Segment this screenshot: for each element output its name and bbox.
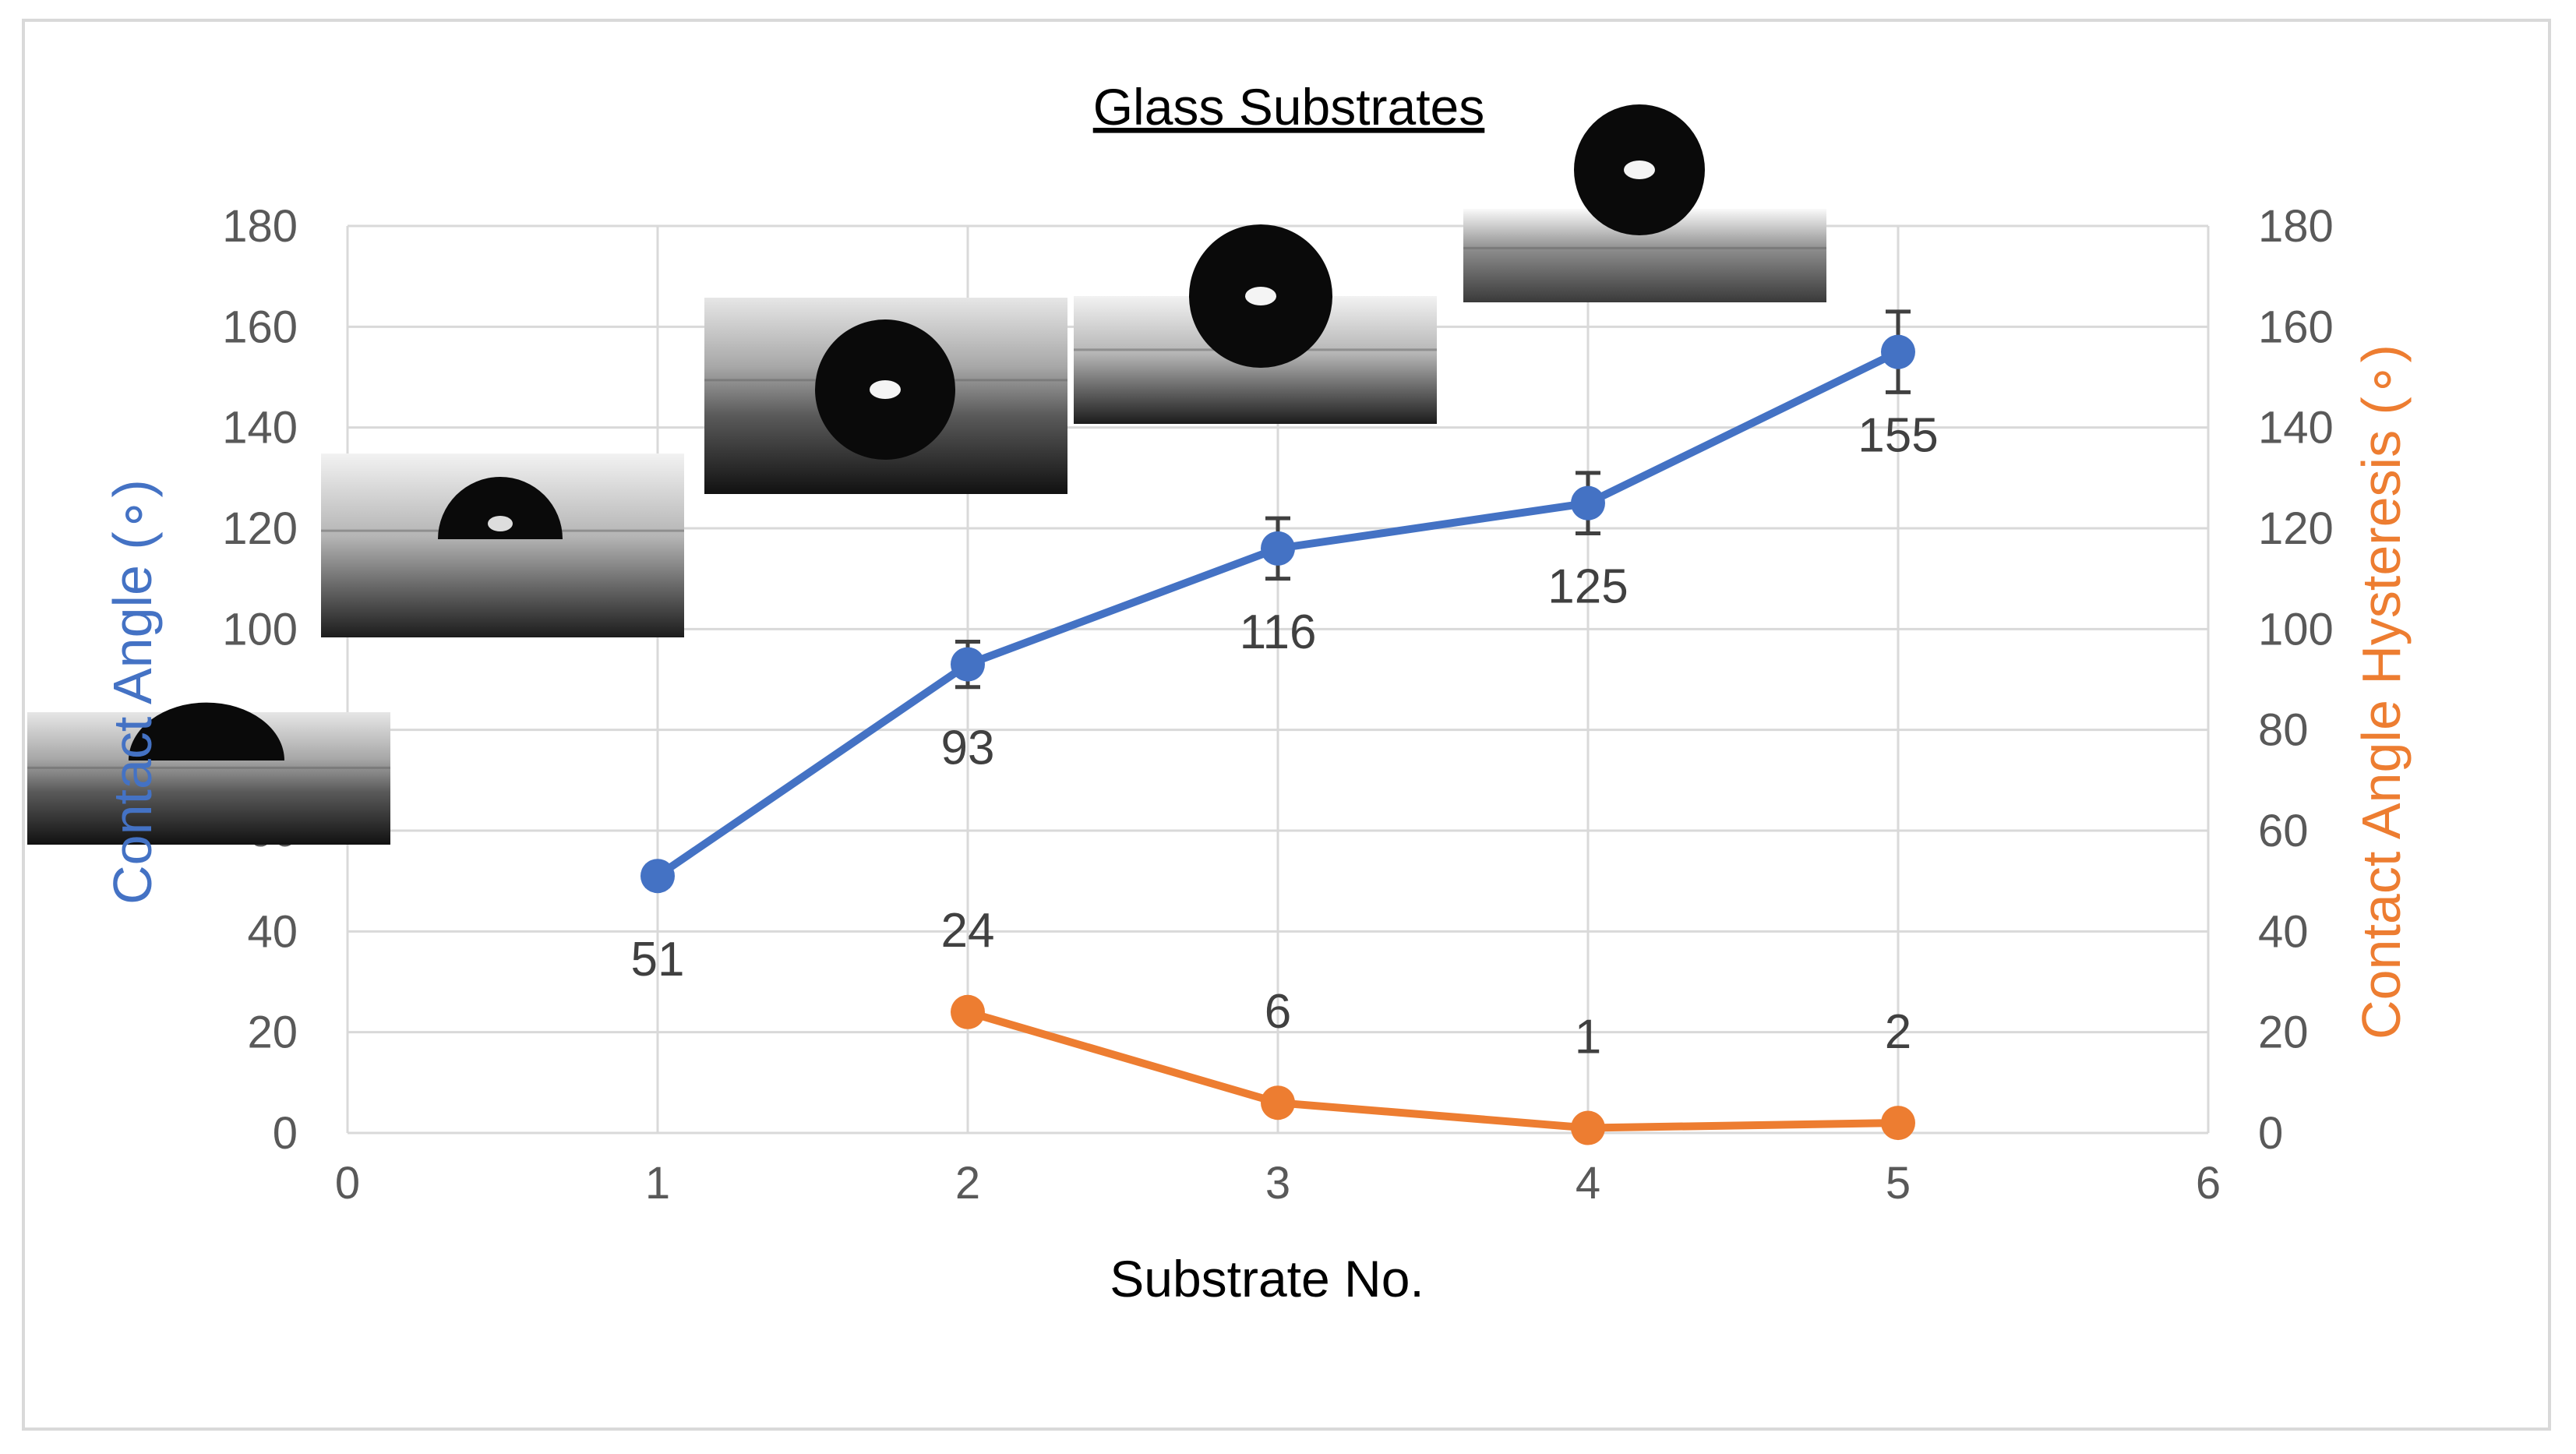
series-layer [640, 309, 1915, 1145]
hysteresis-point [1571, 1110, 1605, 1145]
chart-title: Glass Substrates [1093, 78, 1485, 136]
droplet-photo [27, 702, 390, 845]
hysteresis-label: 2 [1885, 1005, 1911, 1059]
hysteresis-point [1881, 1106, 1915, 1141]
hysteresis-point [1261, 1085, 1295, 1120]
y-tick-label-right: 160 [2258, 302, 2334, 352]
droplet [438, 477, 563, 539]
droplet-photo [321, 453, 684, 637]
contact-angle-label: 125 [1547, 560, 1628, 614]
y-tick-label-left: 100 [222, 604, 298, 655]
contact-angle-point [640, 859, 675, 894]
x-tick-label: 6 [2196, 1158, 2221, 1209]
y-tick-label-left: 160 [222, 302, 298, 352]
hysteresis-label: 1 [1575, 1011, 1601, 1064]
droplet-photo [704, 298, 1067, 494]
y-tick-label-right: 0 [2258, 1108, 2283, 1159]
hysteresis-label: 6 [1265, 985, 1291, 1039]
y-tick-label-right: 180 [2258, 201, 2334, 252]
x-tick-label: 0 [335, 1158, 360, 1209]
y-tick-label-right: 40 [2258, 906, 2309, 957]
x-tick-label: 1 [645, 1158, 670, 1209]
contact-angle-point [1571, 485, 1605, 521]
data-labels: 51 93 116 125 155 24 6 1 2 [631, 409, 1939, 1064]
chart-frame: Glass Substrates 01234560204060801001201… [22, 19, 2551, 1431]
y-axis-title-left: Contact Angle (∘) [102, 479, 163, 905]
tick-labels: 0123456020406080100120140160180020406080… [222, 201, 2334, 1209]
y-tick-label-right: 100 [2258, 604, 2334, 655]
droplet-photo [1074, 224, 1437, 424]
droplet-photo [1463, 104, 1826, 302]
y-tick-label-left: 0 [273, 1108, 298, 1159]
y-tick-label-right: 20 [2258, 1008, 2309, 1058]
hysteresis-point [951, 994, 985, 1029]
y-tick-label-left: 20 [247, 1008, 298, 1058]
x-tick-label: 2 [955, 1158, 980, 1209]
y-tick-label-left: 40 [247, 906, 298, 957]
x-tick-label: 4 [1576, 1158, 1600, 1209]
y-tick-label-right: 140 [2258, 403, 2334, 453]
y-tick-label-right: 120 [2258, 503, 2334, 554]
contact-angle-label: 93 [941, 722, 995, 775]
contact-angle-point [1261, 531, 1295, 566]
droplet-images [27, 104, 1826, 845]
y-tick-label-left: 140 [222, 403, 298, 453]
x-tick-label: 5 [1886, 1158, 1911, 1209]
contact-angle-point [1881, 334, 1915, 369]
contact-angle-label: 51 [631, 933, 685, 986]
x-tick-label: 3 [1265, 1158, 1290, 1209]
x-axis-title: Substrate No. [1110, 1250, 1424, 1308]
y-tick-label-right: 60 [2258, 806, 2309, 856]
chart-svg: Glass Substrates 01234560204060801001201… [27, 78, 2412, 1308]
y-tick-label-left: 180 [222, 201, 298, 252]
droplet [129, 702, 284, 761]
contact-angle-label: 155 [1858, 409, 1938, 463]
contact-angle-label: 116 [1240, 605, 1317, 659]
y-axis-title-right: Contact Angle Hysteresis (∘) [2351, 344, 2412, 1039]
hysteresis-line [964, 1008, 1902, 1132]
hysteresis-label: 24 [941, 904, 995, 958]
contact-angle-point [951, 647, 985, 682]
y-tick-label-right: 80 [2258, 705, 2309, 756]
y-tick-label-left: 120 [222, 503, 298, 554]
